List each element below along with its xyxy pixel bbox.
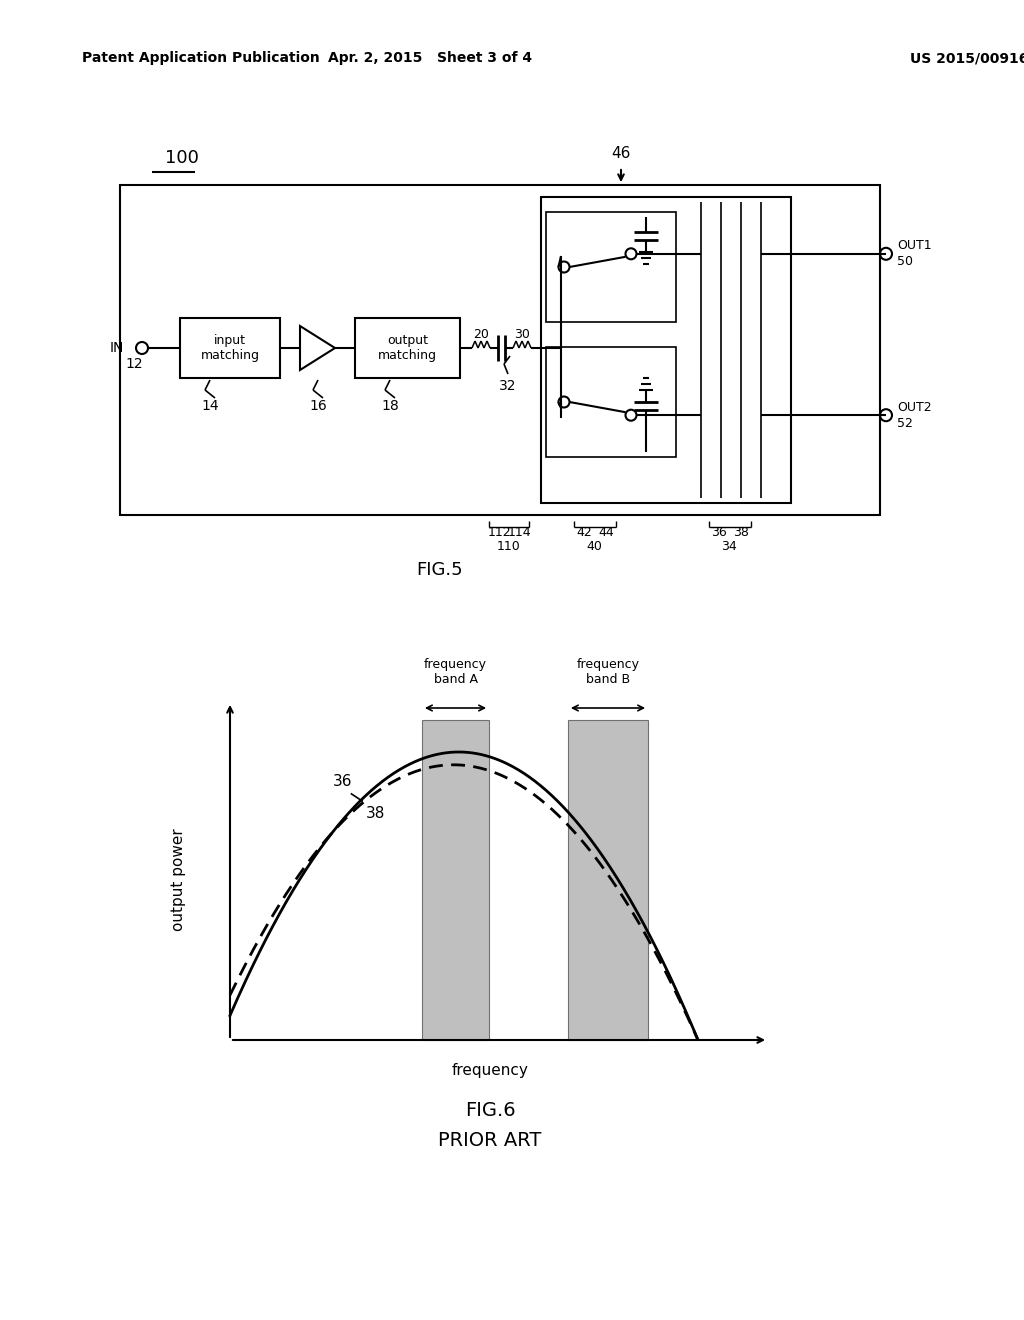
- Text: 110: 110: [497, 540, 521, 553]
- Text: 34: 34: [721, 540, 737, 553]
- Bar: [568, 719, 648, 1040]
- Text: Patent Application Publication: Patent Application Publication: [82, 51, 319, 65]
- Polygon shape: [300, 326, 335, 370]
- Text: 44: 44: [598, 527, 613, 540]
- Text: 50: 50: [897, 255, 913, 268]
- Text: frequency: frequency: [452, 1063, 528, 1077]
- Text: PRIOR ART: PRIOR ART: [438, 1130, 542, 1150]
- Text: 42: 42: [577, 527, 592, 540]
- Text: 38: 38: [733, 527, 749, 540]
- Text: Apr. 2, 2015   Sheet 3 of 4: Apr. 2, 2015 Sheet 3 of 4: [328, 51, 532, 65]
- Text: IN: IN: [110, 341, 124, 355]
- Text: 16: 16: [309, 399, 327, 413]
- Bar: [120, 185, 880, 515]
- Text: 14: 14: [201, 399, 219, 413]
- Text: 114: 114: [507, 527, 530, 540]
- Text: OUT1: OUT1: [897, 239, 932, 252]
- Bar: [180, 318, 280, 378]
- Text: 46: 46: [611, 145, 631, 161]
- Text: 20: 20: [473, 329, 488, 342]
- Text: 12: 12: [125, 356, 142, 371]
- Text: output power: output power: [171, 829, 185, 932]
- Text: input
matching: input matching: [201, 334, 259, 362]
- Text: FIG.5: FIG.5: [417, 561, 463, 579]
- Text: FIG.6: FIG.6: [465, 1101, 515, 1119]
- Text: output
matching: output matching: [378, 334, 437, 362]
- Text: 40: 40: [586, 540, 602, 553]
- Bar: [422, 719, 489, 1040]
- Text: US 2015/0091652 A1: US 2015/0091652 A1: [910, 51, 1024, 65]
- Text: 112: 112: [487, 527, 511, 540]
- Text: 30: 30: [514, 329, 530, 342]
- Text: 18: 18: [381, 399, 399, 413]
- Bar: [355, 318, 460, 378]
- Bar: [541, 197, 791, 503]
- Text: 36: 36: [333, 774, 352, 789]
- Text: 100: 100: [165, 149, 199, 168]
- Bar: [546, 213, 676, 322]
- Text: 32: 32: [500, 379, 517, 393]
- Text: 36: 36: [711, 527, 727, 540]
- Bar: [546, 347, 676, 457]
- Text: 52: 52: [897, 417, 912, 430]
- Text: frequency
band A: frequency band A: [424, 657, 487, 686]
- Text: frequency
band B: frequency band B: [577, 657, 640, 686]
- Text: OUT2: OUT2: [897, 401, 932, 413]
- Text: 38: 38: [366, 807, 385, 821]
